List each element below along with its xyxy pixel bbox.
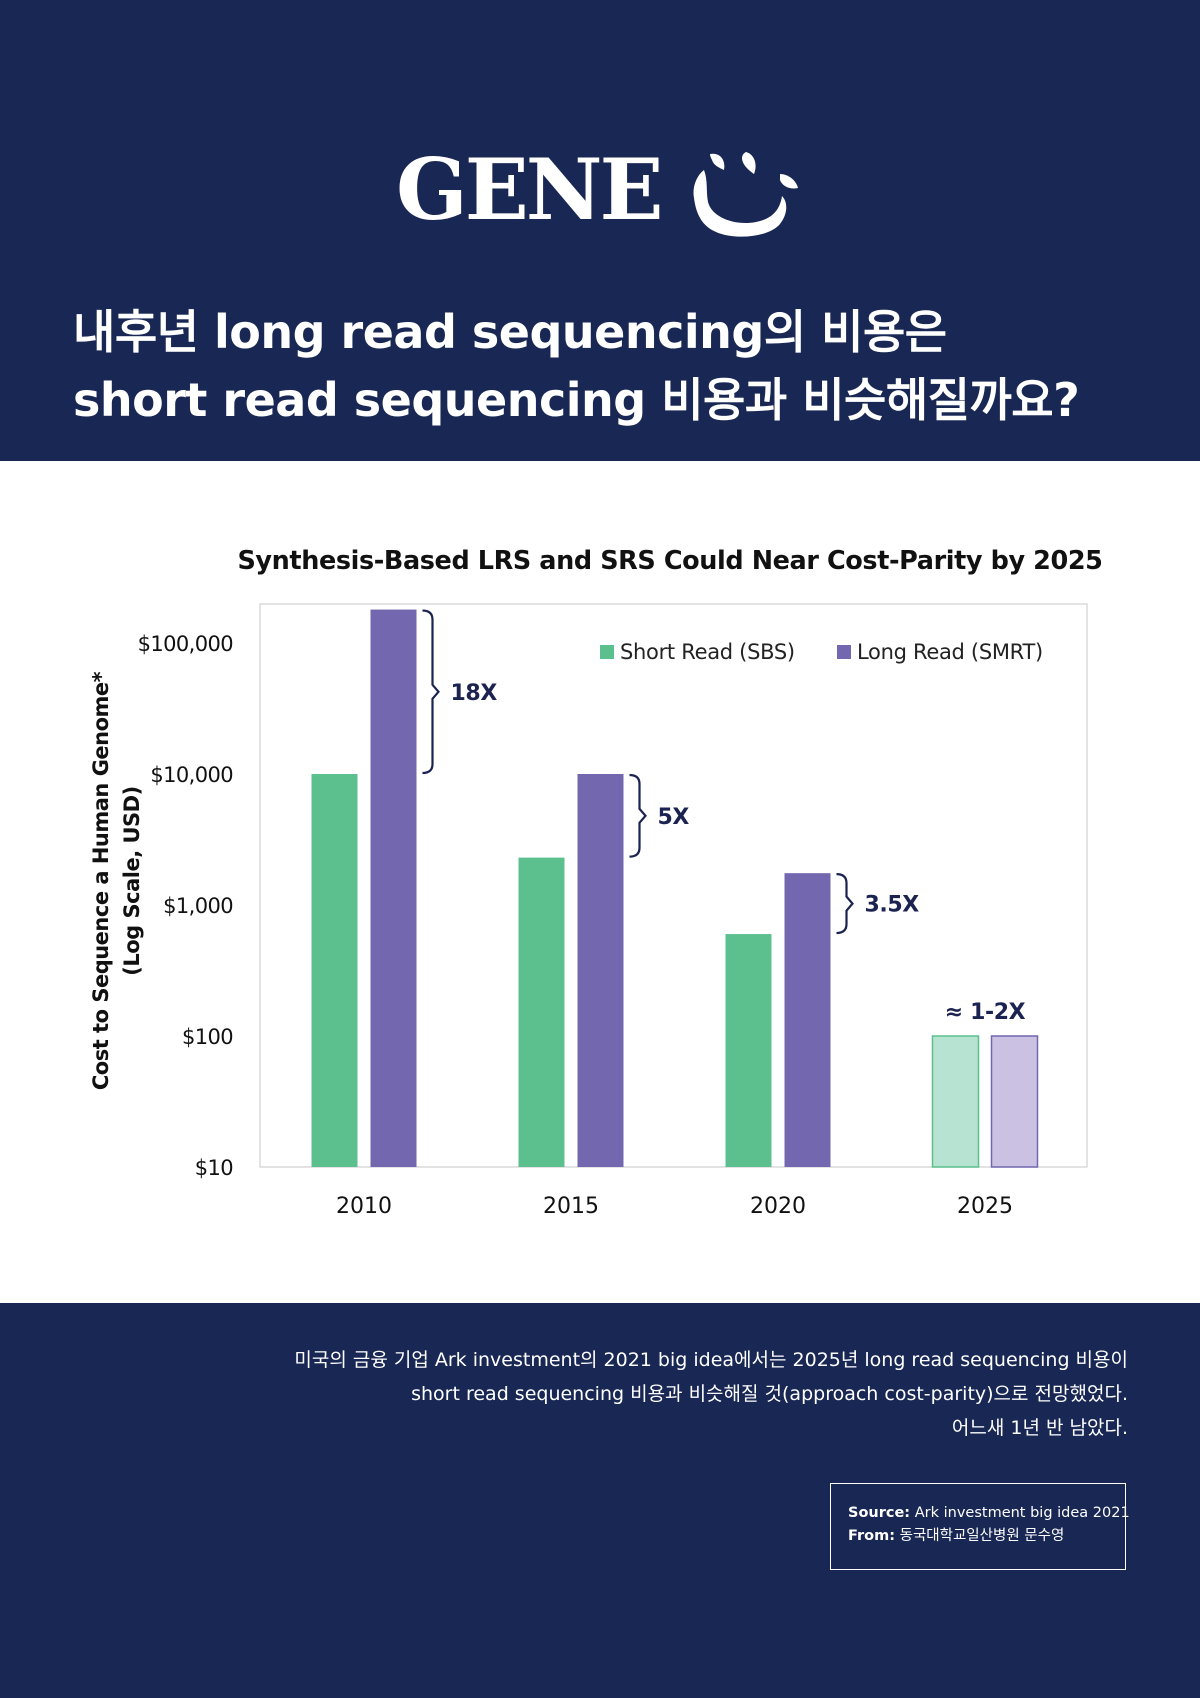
cost-bar-chart: Synthesis-Based LRS and SRS Could Near C… — [89, 546, 1103, 1219]
headline-line-2: short read sequencing 비용과 비슷해질까요? — [73, 373, 1080, 427]
bar-short-read-2015 — [518, 857, 565, 1167]
legend-swatch-long-read — [837, 645, 851, 659]
ratio-label-2025: ≈ 1-2X — [945, 1000, 1026, 1025]
description-line-1: 미국의 금융 기업 Ark investment의 2021 big idea에… — [294, 1349, 1128, 1371]
bar-long-read-2025 — [990, 1035, 1039, 1168]
ratio-label-2020: 3.5X — [865, 893, 920, 918]
source-value: Ark investment big idea 2021 — [910, 1505, 1130, 1521]
logo: GENE — [0, 142, 1200, 242]
x-tick-label: 2010 — [336, 1194, 392, 1219]
footer-banner: 미국의 금융 기업 Ark investment의 2021 big idea에… — [0, 1303, 1200, 1698]
ratio-label-2015: 5X — [658, 805, 690, 830]
description-line-3: 어느새 1년 반 남았다. — [951, 1417, 1128, 1439]
logo-text: GENE — [396, 140, 664, 239]
chart-title: Synthesis-Based LRS and SRS Could Near C… — [237, 546, 1102, 576]
legend-swatch-short-read — [600, 645, 614, 659]
source-line: Source: Ark investment big idea 2021 — [848, 1502, 1130, 1525]
plot-frame — [259, 603, 1088, 1168]
bar-long-read-2010 — [370, 609, 417, 1167]
y-tick-label: $1,000 — [163, 894, 233, 918]
x-tick-label: 2025 — [957, 1194, 1013, 1219]
bar-short-read-2025 — [931, 1035, 980, 1168]
x-tick-label: 2015 — [543, 1194, 599, 1219]
y-tick-label: $100 — [182, 1025, 233, 1049]
legend-label-long-read: Long Read (SMRT) — [857, 640, 1043, 664]
bar-short-read-2010 — [311, 774, 358, 1167]
header-banner: GENE 내후년 long read sequencing의 비용은 short… — [0, 0, 1200, 461]
y-tick-label: $10 — [195, 1156, 233, 1180]
description-line-2: short read sequencing 비용과 비슷해질 것(approac… — [411, 1383, 1128, 1405]
bar-long-read-2020 — [784, 873, 831, 1167]
from-key: From: — [848, 1528, 895, 1544]
bar-short-read-2020 — [725, 934, 772, 1167]
ratio-bracket-2015 — [629, 773, 647, 858]
from-value: 동국대학교일산병원 문수영 — [895, 1528, 1065, 1544]
y-axis-label-line-1: Cost to Sequence a Human Genome* — [89, 671, 113, 1090]
source-key: Source: — [848, 1505, 911, 1521]
headline: 내후년 long read sequencing의 비용은 short read… — [73, 298, 1173, 434]
smile-mark-icon — [693, 152, 798, 237]
y-tick-label: $10,000 — [150, 763, 233, 787]
from-line: From: 동국대학교일산병원 문수영 — [848, 1525, 1125, 1548]
chart-section: Synthesis-Based LRS and SRS Could Near C… — [0, 461, 1200, 1303]
x-tick-label: 2020 — [750, 1194, 806, 1219]
ratio-bracket-2010 — [422, 609, 440, 775]
y-tick-label: $100,000 — [138, 632, 233, 656]
y-axis-label: Cost to Sequence a Human Genome* (Log Sca… — [89, 671, 144, 1090]
y-axis-label-line-2: (Log Scale, USD) — [120, 786, 144, 975]
source-box: Source: Ark investment big idea 2021 Fro… — [830, 1483, 1130, 1570]
bar-long-read-2015 — [577, 774, 624, 1167]
ratio-label-2010: 18X — [451, 681, 498, 706]
headline-line-1: 내후년 long read sequencing의 비용은 — [73, 305, 947, 359]
legend-label-short-read: Short Read (SBS) — [620, 640, 795, 664]
ratio-bracket-2020 — [836, 873, 854, 935]
description: 미국의 금융 기업 Ark investment의 2021 big idea에… — [128, 1343, 1128, 1445]
